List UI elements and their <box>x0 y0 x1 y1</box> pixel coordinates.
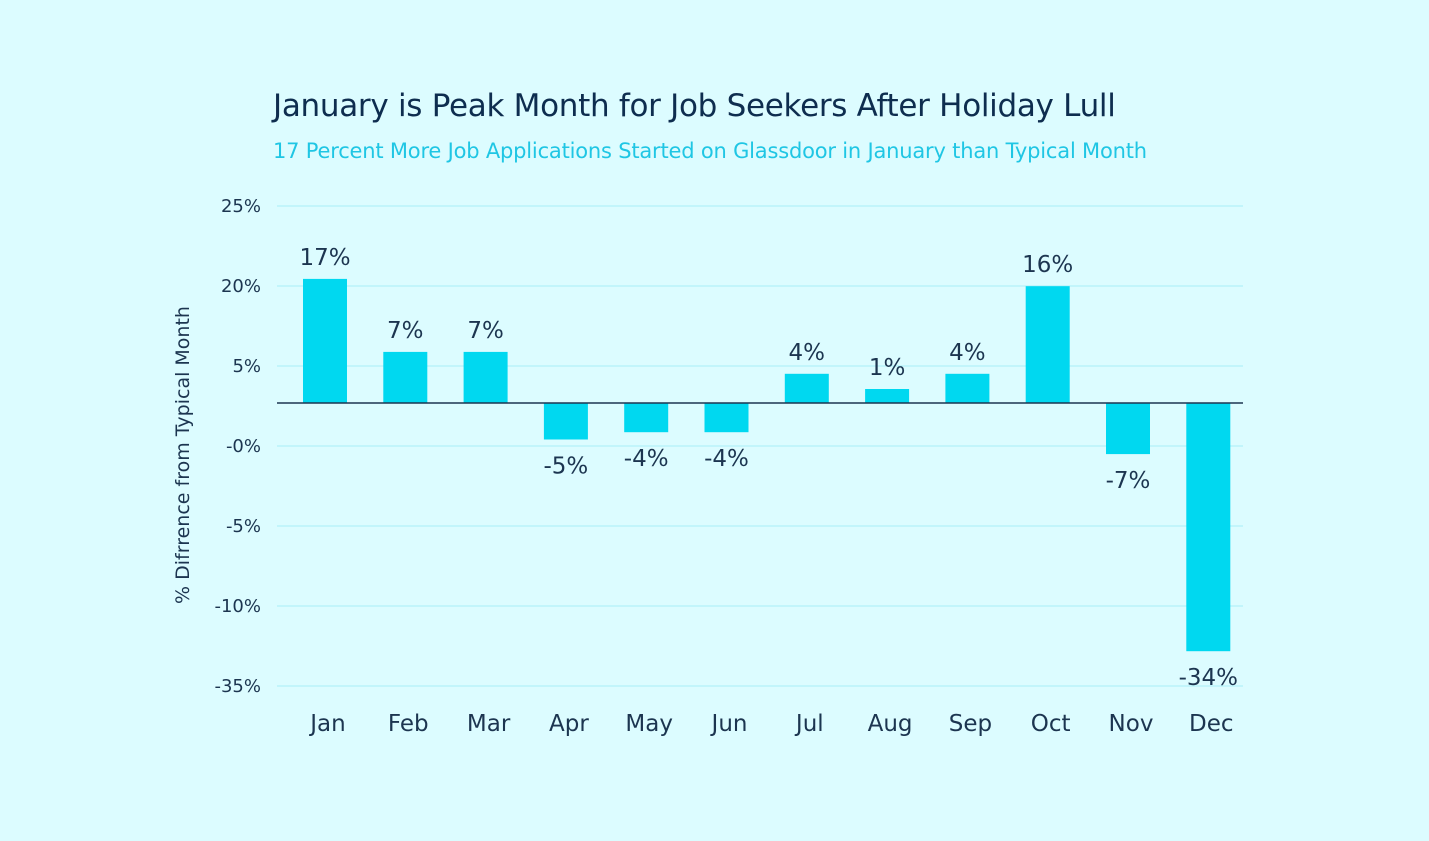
bar-may <box>624 403 669 433</box>
y-tick-label: -5% <box>226 516 261 537</box>
x-tick-label: May <box>625 711 673 737</box>
y-tick-label: 20% <box>221 276 261 297</box>
bar-feb <box>383 351 428 403</box>
x-tick-label: Nov <box>1109 711 1154 737</box>
y-tick-label: -0% <box>226 436 261 457</box>
x-tick-label: Jun <box>710 711 748 737</box>
data-label: -7% <box>1106 468 1151 494</box>
data-label: -34% <box>1179 665 1238 691</box>
chart-title: January is Peak Month for Job Seekers Af… <box>273 88 1116 124</box>
chart-subtitle: 17 Percent More Job Applications Started… <box>273 139 1147 163</box>
x-tick-label: Dec <box>1189 711 1234 737</box>
bar-jun <box>704 403 749 433</box>
bar-aug <box>865 389 910 403</box>
bar-nov <box>1106 403 1150 455</box>
x-tick-label: Aug <box>868 711 913 737</box>
bar-sep <box>945 373 990 403</box>
data-label: -5% <box>544 454 589 480</box>
y-tick-label: 25% <box>221 196 261 217</box>
bar-mar <box>463 351 508 403</box>
data-label: 7% <box>467 318 504 344</box>
x-tick-label: Oct <box>1031 711 1071 737</box>
y-axis-label: % Difrrence from Typical Month <box>172 306 194 604</box>
data-label: 17% <box>299 245 350 271</box>
bar-apr <box>543 403 588 440</box>
y-tick-label: -10% <box>214 596 261 617</box>
data-label: -4% <box>624 446 669 472</box>
data-label: 4% <box>789 340 826 366</box>
data-label: 16% <box>1022 252 1073 278</box>
y-tick-label: 5% <box>232 356 261 377</box>
x-tick-label: Jan <box>308 711 345 737</box>
x-tick-label: Sep <box>949 711 992 737</box>
data-label: 1% <box>869 355 906 381</box>
data-label: 7% <box>387 318 424 344</box>
data-label: -4% <box>704 446 749 472</box>
y-tick-label: -35% <box>214 676 261 697</box>
bar-jan <box>303 278 347 403</box>
data-label: 4% <box>949 340 986 366</box>
bar-jul <box>784 373 829 403</box>
x-tick-label: Jul <box>794 711 824 737</box>
x-tick-label: Feb <box>388 711 429 737</box>
x-tick-label: Mar <box>467 711 511 737</box>
bar-dec <box>1186 403 1231 652</box>
bar-oct <box>1025 286 1070 403</box>
x-tick-label: Apr <box>549 711 589 737</box>
